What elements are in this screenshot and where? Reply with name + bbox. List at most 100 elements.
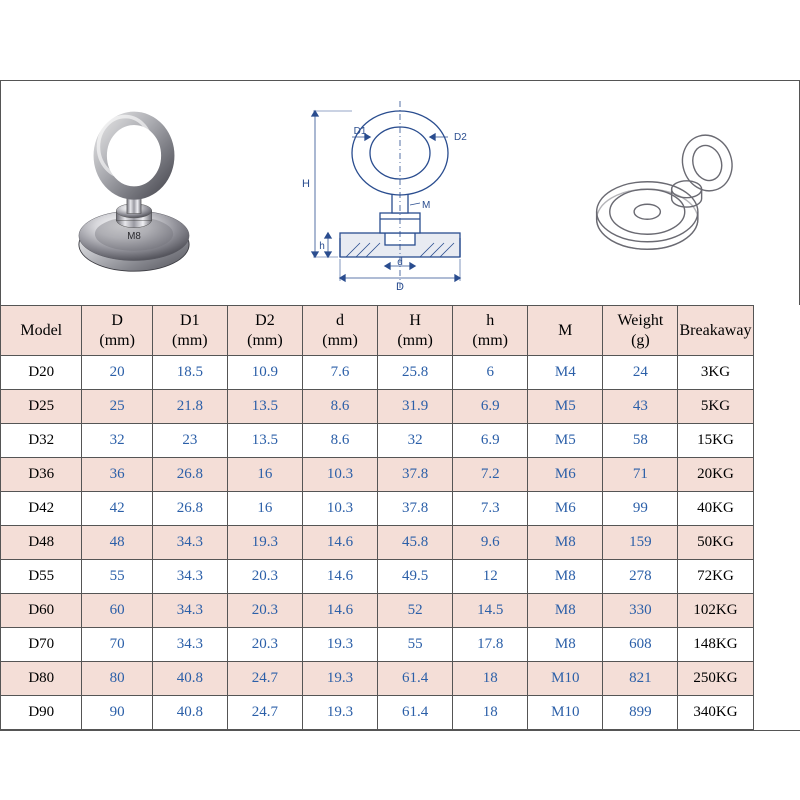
- value-cell: 80: [82, 662, 152, 696]
- value-cell: 6.9: [453, 424, 528, 458]
- value-cell: 7.6: [302, 356, 377, 390]
- value-cell: 14.6: [302, 560, 377, 594]
- value-cell: 61.4: [378, 662, 453, 696]
- col-header-h: H(mm): [378, 306, 453, 356]
- breakaway-cell: 340KG: [678, 696, 753, 730]
- col-header-m: M: [528, 306, 603, 356]
- model-cell: D80: [1, 662, 82, 696]
- value-cell: 21.8: [152, 390, 227, 424]
- product-photo: M8: [44, 93, 224, 293]
- model-cell: D42: [1, 492, 82, 526]
- value-cell: 34.3: [152, 594, 227, 628]
- value-cell: 58: [603, 424, 678, 458]
- value-cell: 31.9: [378, 390, 453, 424]
- value-cell: 49.5: [378, 560, 453, 594]
- value-cell: 19.3: [302, 662, 377, 696]
- value-cell: 20.3: [227, 628, 302, 662]
- value-cell: 24.7: [227, 662, 302, 696]
- value-cell: 99: [603, 492, 678, 526]
- value-cell: M5: [528, 390, 603, 424]
- breakaway-cell: 250KG: [678, 662, 753, 696]
- model-cell: D36: [1, 458, 82, 492]
- spec-table: ModelD(mm)D1(mm)D2(mm)d(mm)H(mm)h(mm)MWe…: [0, 305, 800, 730]
- value-cell: M8: [528, 560, 603, 594]
- value-cell: 45.8: [378, 526, 453, 560]
- value-cell: M4: [528, 356, 603, 390]
- table-row: D252521.813.58.631.96.9M5435KG: [1, 390, 800, 424]
- value-cell: 70: [82, 628, 152, 662]
- value-cell: M8: [528, 628, 603, 662]
- value-cell: 13.5: [227, 390, 302, 424]
- model-cell: D60: [1, 594, 82, 628]
- breakaway-cell: 102KG: [678, 594, 753, 628]
- value-cell: 71: [603, 458, 678, 492]
- model-cell: D48: [1, 526, 82, 560]
- spec-sheet: M8: [0, 0, 800, 731]
- col-header-h: h(mm): [453, 306, 528, 356]
- value-cell: 43: [603, 390, 678, 424]
- value-cell: 32: [378, 424, 453, 458]
- breakaway-cell: 50KG: [678, 526, 753, 560]
- value-cell: 61.4: [378, 696, 453, 730]
- value-cell: M8: [528, 526, 603, 560]
- value-cell: 25: [82, 390, 152, 424]
- value-cell: 24: [603, 356, 678, 390]
- value-cell: 23: [152, 424, 227, 458]
- breakaway-cell: 15KG: [678, 424, 753, 458]
- breakaway-cell: 20KG: [678, 458, 753, 492]
- value-cell: 20.3: [227, 560, 302, 594]
- value-cell: 18: [453, 662, 528, 696]
- value-cell: 899: [603, 696, 678, 730]
- value-cell: 330: [603, 594, 678, 628]
- table-row: D909040.824.719.361.418M10899340KG: [1, 696, 800, 730]
- breakaway-cell: 148KG: [678, 628, 753, 662]
- value-cell: 9.6: [453, 526, 528, 560]
- value-cell: 14.6: [302, 526, 377, 560]
- value-cell: 60: [82, 594, 152, 628]
- value-cell: 55: [378, 628, 453, 662]
- value-cell: M5: [528, 424, 603, 458]
- value-cell: 36: [82, 458, 152, 492]
- value-cell: 26.8: [152, 458, 227, 492]
- isometric-drawing: [576, 113, 756, 273]
- value-cell: 24.7: [227, 696, 302, 730]
- value-cell: 8.6: [302, 390, 377, 424]
- product-images-row: M8: [0, 80, 800, 305]
- value-cell: 17.8: [453, 628, 528, 662]
- value-cell: 14.6: [302, 594, 377, 628]
- model-cell: D55: [1, 560, 82, 594]
- value-cell: M8: [528, 594, 603, 628]
- value-cell: 10.3: [302, 492, 377, 526]
- col-header-d: D(mm): [82, 306, 152, 356]
- value-cell: 6.9: [453, 390, 528, 424]
- model-cell: D25: [1, 390, 82, 424]
- model-cell: D20: [1, 356, 82, 390]
- model-cell: D90: [1, 696, 82, 730]
- col-header-model: Model: [1, 306, 82, 356]
- table-row: D606034.320.314.65214.5M8330102KG: [1, 594, 800, 628]
- value-cell: 10.3: [302, 458, 377, 492]
- value-cell: M10: [528, 662, 603, 696]
- value-cell: 37.8: [378, 458, 453, 492]
- value-cell: 608: [603, 628, 678, 662]
- breakaway-cell: 72KG: [678, 560, 753, 594]
- schematic-label-D2: D2: [454, 132, 467, 143]
- value-cell: 19.3: [302, 696, 377, 730]
- value-cell: 8.6: [302, 424, 377, 458]
- value-cell: 16: [227, 492, 302, 526]
- value-cell: 19.3: [227, 526, 302, 560]
- value-cell: 26.8: [152, 492, 227, 526]
- table-row: D424226.81610.337.87.3M69940KG: [1, 492, 800, 526]
- breakaway-cell: 40KG: [678, 492, 753, 526]
- value-cell: 48: [82, 526, 152, 560]
- schematic-label-H: H: [302, 178, 310, 190]
- value-cell: 90: [82, 696, 152, 730]
- value-cell: 25.8: [378, 356, 453, 390]
- table-row: D707034.320.319.35517.8M8608148KG: [1, 628, 800, 662]
- model-cell: D32: [1, 424, 82, 458]
- value-cell: 40.8: [152, 696, 227, 730]
- value-cell: 18.5: [152, 356, 227, 390]
- value-cell: 40.8: [152, 662, 227, 696]
- col-header-d: d(mm): [302, 306, 377, 356]
- value-cell: M10: [528, 696, 603, 730]
